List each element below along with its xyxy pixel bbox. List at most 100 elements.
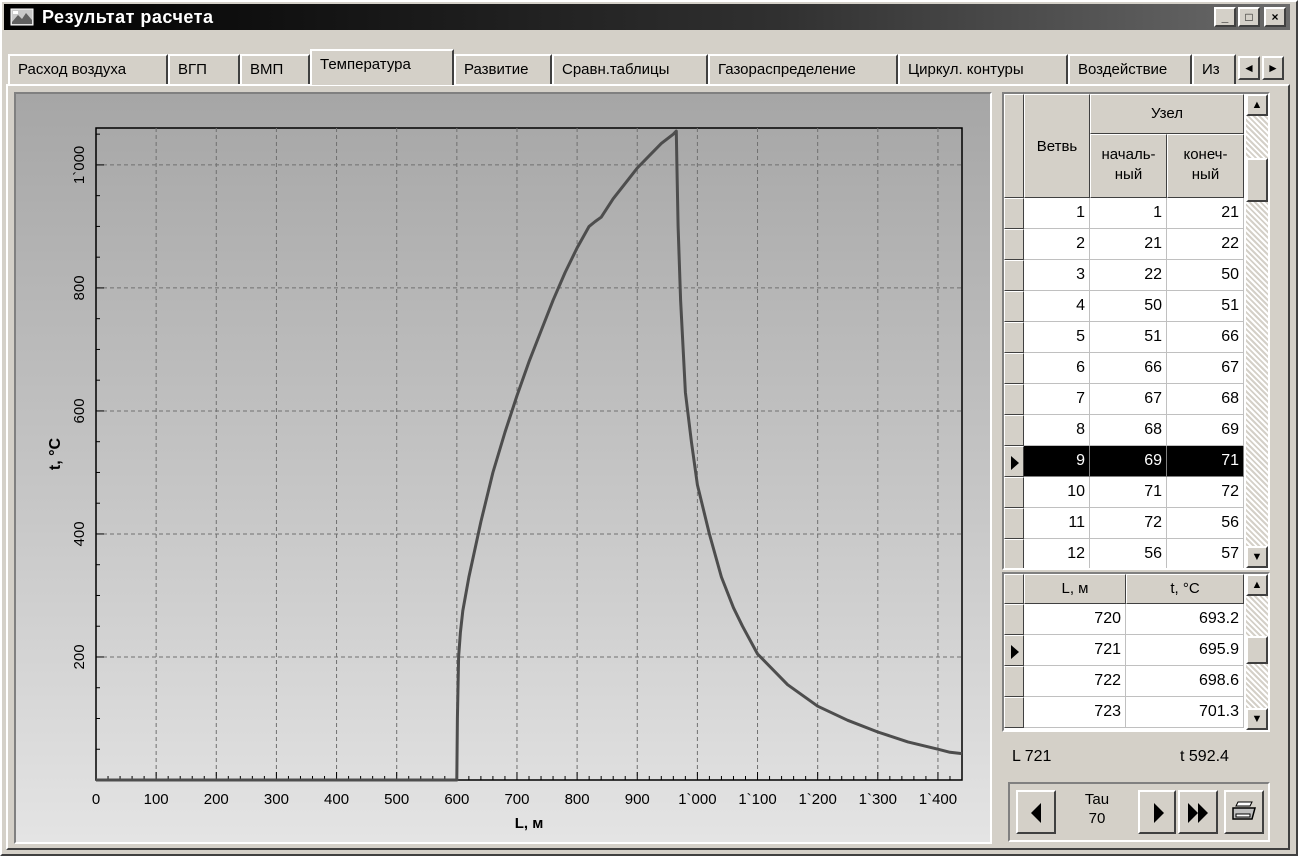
maximize-button[interactable]: □ [1238,7,1260,27]
temperature-cell[interactable]: 695.9 [1126,635,1244,666]
table-row[interactable]: 723 701.3 [1004,697,1244,728]
start-node-cell[interactable]: 69 [1090,446,1167,477]
branch-cell[interactable]: 11 [1024,508,1090,539]
tab-truncated[interactable]: Из [1192,54,1236,84]
table-row[interactable]: 6 66 67 [1004,353,1244,384]
row-indicator[interactable] [1004,384,1024,415]
end-node-cell[interactable]: 21 [1167,198,1244,229]
branch-cell[interactable]: 8 [1024,415,1090,446]
tab-air-flow[interactable]: Расход воздуха [8,54,168,84]
temperature-cell[interactable]: 698.6 [1126,666,1244,697]
length-cell[interactable]: 723 [1024,697,1126,728]
row-indicator[interactable] [1004,635,1024,666]
branch-cell[interactable]: 5 [1024,322,1090,353]
temperature-cell[interactable]: 701.3 [1126,697,1244,728]
tab-scroll-right-icon[interactable]: ► [1262,56,1284,80]
end-node-cell[interactable]: 50 [1167,260,1244,291]
branches-scrollbar[interactable]: ▲ ▼ [1246,94,1268,568]
start-node-cell[interactable]: 56 [1090,539,1167,568]
end-node-column-header[interactable]: конеч- ный [1167,134,1244,198]
branch-cell[interactable]: 7 [1024,384,1090,415]
row-indicator[interactable] [1004,198,1024,229]
tab-development[interactable]: Развитие [454,54,552,84]
end-node-cell[interactable]: 68 [1167,384,1244,415]
length-column-header[interactable]: L, м [1024,574,1126,604]
scroll-up-icon[interactable]: ▲ [1246,94,1268,116]
start-node-cell[interactable]: 68 [1090,415,1167,446]
table-row[interactable]: 10 71 72 [1004,477,1244,508]
length-cell[interactable]: 722 [1024,666,1126,697]
points-scroll-thumb[interactable] [1246,636,1268,664]
table-row[interactable]: 7 67 68 [1004,384,1244,415]
branch-cell[interactable]: 12 [1024,539,1090,568]
close-button[interactable]: × [1264,7,1286,27]
table-row[interactable]: 2 21 22 [1004,229,1244,260]
table-row[interactable]: 4 50 51 [1004,291,1244,322]
start-node-column-header[interactable]: началь- ный [1090,134,1167,198]
start-node-cell[interactable]: 66 [1090,353,1167,384]
tab-vgp[interactable]: ВГП [168,54,240,84]
table-row[interactable]: 721 695.9 [1004,635,1244,666]
table-row[interactable]: 720 693.2 [1004,604,1244,635]
temperature-chart[interactable]: 0 100 200 300 400 500 600 700 800 900 1`000 1`100 1`… [16,94,990,842]
row-indicator[interactable] [1004,291,1024,322]
table-row[interactable]: 1 1 21 [1004,198,1244,229]
scroll-thumb[interactable] [1246,158,1268,202]
branch-cell[interactable]: 10 [1024,477,1090,508]
tab-temperature[interactable]: Температура [310,49,454,85]
start-node-cell[interactable]: 21 [1090,229,1167,260]
table-row[interactable]: 722 698.6 [1004,666,1244,697]
end-node-cell[interactable]: 72 [1167,477,1244,508]
title-bar[interactable]: Результат расчета _ □ × [4,4,1290,30]
points-scroll-up-icon[interactable]: ▲ [1246,574,1268,596]
points-scroll-down-icon[interactable]: ▼ [1246,708,1268,730]
tab-circulation-loops[interactable]: Циркул. контуры [898,54,1068,84]
row-indicator[interactable] [1004,508,1024,539]
start-node-cell[interactable]: 50 [1090,291,1167,322]
row-indicator[interactable] [1004,353,1024,384]
row-indicator[interactable] [1004,415,1024,446]
branch-cell[interactable]: 3 [1024,260,1090,291]
tab-impact[interactable]: Воздействие [1068,54,1192,84]
end-node-cell[interactable]: 51 [1167,291,1244,322]
tau-prev-button[interactable] [1016,790,1056,834]
row-indicator[interactable] [1004,666,1024,697]
branch-cell[interactable]: 1 [1024,198,1090,229]
start-node-cell[interactable]: 1 [1090,198,1167,229]
table-row[interactable]: 11 72 56 [1004,508,1244,539]
print-button[interactable] [1224,790,1264,834]
table-row[interactable]: 8 68 69 [1004,415,1244,446]
tab-compare-tables[interactable]: Сравн.таблицы [552,54,708,84]
tau-next-button[interactable] [1138,790,1176,834]
start-node-cell[interactable]: 67 [1090,384,1167,415]
end-node-cell[interactable]: 71 [1167,446,1244,477]
tau-last-button[interactable] [1178,790,1218,834]
table-row[interactable]: 3 22 50 [1004,260,1244,291]
points-grid[interactable]: L, м t, °C 720 693.2 721 695.9 722 698.6 723 70… [1002,572,1270,732]
branch-cell[interactable]: 4 [1024,291,1090,322]
length-cell[interactable]: 721 [1024,635,1126,666]
branch-cell[interactable]: 2 [1024,229,1090,260]
row-indicator[interactable] [1004,322,1024,353]
end-node-cell[interactable]: 57 [1167,539,1244,568]
branches-grid[interactable]: Ветвь Узел началь- ный конеч- ный 1 1 21 2 2… [1002,92,1270,570]
end-node-cell[interactable]: 22 [1167,229,1244,260]
row-indicator[interactable] [1004,446,1024,477]
branch-column-header[interactable]: Ветвь [1024,94,1090,198]
minimize-button[interactable]: _ [1214,7,1236,27]
row-indicator[interactable] [1004,477,1024,508]
length-cell[interactable]: 720 [1024,604,1126,635]
end-node-cell[interactable]: 69 [1167,415,1244,446]
start-node-cell[interactable]: 22 [1090,260,1167,291]
table-row[interactable]: 12 56 57 [1004,539,1244,568]
end-node-cell[interactable]: 67 [1167,353,1244,384]
table-row[interactable]: 5 51 66 [1004,322,1244,353]
row-indicator[interactable] [1004,539,1024,568]
branch-cell[interactable]: 6 [1024,353,1090,384]
end-node-cell[interactable]: 56 [1167,508,1244,539]
start-node-cell[interactable]: 51 [1090,322,1167,353]
end-node-cell[interactable]: 66 [1167,322,1244,353]
row-indicator[interactable] [1004,260,1024,291]
row-indicator[interactable] [1004,229,1024,260]
points-scrollbar[interactable]: ▲ ▼ [1246,574,1268,730]
